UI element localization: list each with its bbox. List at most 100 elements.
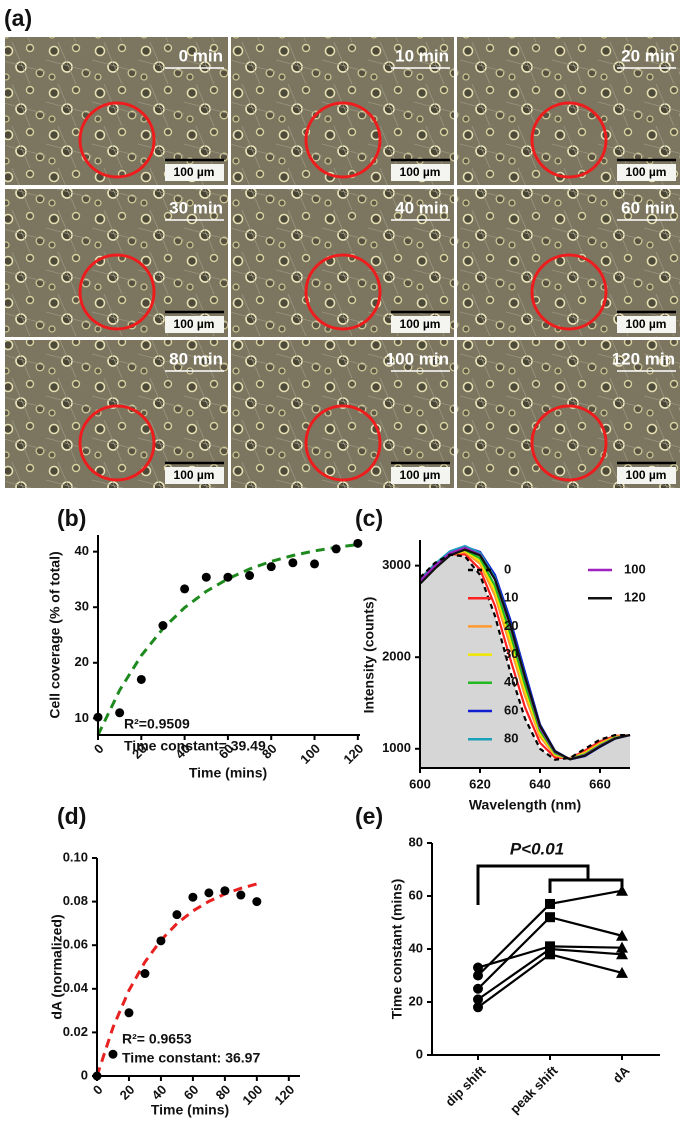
scale-bar-label: 100 µm bbox=[174, 317, 215, 331]
area bbox=[420, 554, 630, 768]
x-tick-label: 100 bbox=[297, 741, 323, 767]
annotation: P<0.01 bbox=[510, 839, 564, 858]
region-circle bbox=[530, 101, 608, 179]
x-tick-label: 60 bbox=[181, 1082, 202, 1103]
x-tick-label: 120 bbox=[340, 741, 366, 767]
scale-bar-label: 100 µm bbox=[626, 165, 667, 179]
image-frame: 120 min 100 µm bbox=[457, 340, 680, 488]
marker bbox=[473, 962, 483, 973]
y-tick-label: 0.08 bbox=[63, 893, 88, 908]
y-tick-label: 0.04 bbox=[63, 980, 89, 995]
chart: (b) Cell coverage (% of total) Time (mins)… bbox=[47, 505, 367, 781]
data-point bbox=[140, 969, 150, 979]
x-tick-label: peak shift bbox=[507, 1062, 561, 1116]
x-axis-label: Wavelength (nm) bbox=[469, 797, 581, 813]
x-tick-label: 660 bbox=[589, 776, 611, 791]
legend-label: 10 bbox=[504, 590, 518, 605]
frame-label: 80 min bbox=[169, 349, 223, 368]
marker bbox=[616, 966, 628, 978]
series-line bbox=[419, 553, 630, 761]
legend-label: 100 bbox=[624, 561, 646, 576]
plot-content bbox=[419, 544, 631, 768]
series-line bbox=[419, 548, 631, 761]
fit-line bbox=[96, 543, 359, 736]
data-point bbox=[252, 897, 262, 907]
image-frame: 40 min 100 µm bbox=[231, 189, 454, 337]
scale-bar-bg bbox=[617, 164, 676, 181]
plot-content bbox=[93, 538, 363, 736]
scale-bar-label: 100 µm bbox=[400, 165, 441, 179]
y-axis-label: Cell coverage (% of total) bbox=[47, 551, 63, 718]
region-circle bbox=[304, 404, 382, 482]
data-point bbox=[201, 572, 211, 582]
x-tick-label: dip shift bbox=[442, 1062, 489, 1109]
annotation: Time constant= 39.49 bbox=[124, 738, 266, 754]
x-tick-label: 640 bbox=[529, 776, 551, 791]
legend-label: 0 bbox=[504, 561, 511, 576]
frame-label: 40 min bbox=[395, 198, 449, 217]
y-axis-label: Time constant (mins) bbox=[389, 879, 405, 1020]
y-tick-label: 0.10 bbox=[63, 849, 88, 864]
image-frame: 20 min 100 µm bbox=[457, 37, 680, 185]
data-point bbox=[331, 544, 341, 554]
scale-bar-bg bbox=[165, 467, 224, 484]
y-tick-label: 2000 bbox=[382, 649, 411, 664]
data-point bbox=[220, 886, 230, 896]
fit-line bbox=[95, 882, 258, 1077]
scale-bar-label: 100 µm bbox=[400, 468, 441, 482]
marker bbox=[545, 944, 555, 954]
x-tick-label: dA bbox=[610, 1063, 633, 1086]
chart: (c)Intensity (counts)Wavelength (nm)1000… bbox=[355, 505, 646, 813]
legend-label: 60 bbox=[504, 702, 518, 717]
marker bbox=[545, 949, 555, 960]
region-circle bbox=[304, 253, 382, 331]
annotation: R²=0.9509 bbox=[124, 716, 190, 732]
frame-label: 30 min bbox=[169, 198, 223, 217]
frame-label: 60 min bbox=[621, 198, 675, 217]
data-point bbox=[310, 559, 320, 569]
image-frame: 10 min 100 µm bbox=[231, 37, 454, 185]
data-point bbox=[156, 936, 166, 946]
scale-bar-label: 100 µm bbox=[174, 468, 215, 482]
chart: (e) Time constant (mins) 0 20 40 60 80 P<0.01 di… bbox=[355, 803, 660, 1116]
y-tick-label: 0 bbox=[416, 1046, 423, 1061]
bracket-right bbox=[548, 878, 624, 893]
y-tick-label: 0.06 bbox=[63, 937, 88, 952]
x-tick-label: 0 bbox=[91, 741, 107, 757]
scale-bar-bg bbox=[391, 316, 450, 333]
x-tick-label: 40 bbox=[149, 1082, 170, 1103]
panel-label: (b) bbox=[57, 505, 86, 531]
marker bbox=[545, 912, 555, 923]
legend-label: 80 bbox=[504, 731, 518, 746]
data-point bbox=[180, 584, 190, 594]
marker bbox=[545, 898, 555, 909]
marker bbox=[616, 929, 628, 941]
scale-bar-bg bbox=[391, 164, 450, 181]
y-tick-label: 0.02 bbox=[63, 1024, 88, 1039]
x-tick-label: 600 bbox=[409, 776, 431, 791]
annotation: R²= 0.9653 bbox=[122, 1031, 192, 1047]
bracket-left bbox=[476, 864, 590, 905]
x-tick-label: 0 bbox=[90, 1082, 106, 1098]
image-frame: 100 min 100 µm bbox=[231, 340, 454, 488]
marker bbox=[616, 884, 628, 896]
scale-bar-bg bbox=[165, 164, 224, 181]
panel-label: (a) bbox=[4, 5, 32, 31]
frame-label: 20 min bbox=[621, 46, 675, 65]
scale-bar-bg bbox=[617, 467, 676, 484]
data-point bbox=[353, 538, 363, 548]
data-point bbox=[245, 571, 255, 581]
y-tick-label: 0 bbox=[81, 1067, 88, 1082]
x-tick-label: 100 bbox=[239, 1082, 265, 1108]
plot-content bbox=[92, 882, 262, 1081]
data-point bbox=[288, 558, 298, 568]
legend-label: 40 bbox=[504, 674, 518, 689]
data-point bbox=[108, 1049, 118, 1059]
legend-label: 120 bbox=[624, 590, 646, 605]
data-point bbox=[172, 910, 182, 920]
x-tick-label: 20 bbox=[117, 1082, 138, 1103]
marker bbox=[473, 970, 483, 981]
data-point bbox=[136, 674, 146, 684]
y-tick-label: 1000 bbox=[382, 740, 411, 755]
